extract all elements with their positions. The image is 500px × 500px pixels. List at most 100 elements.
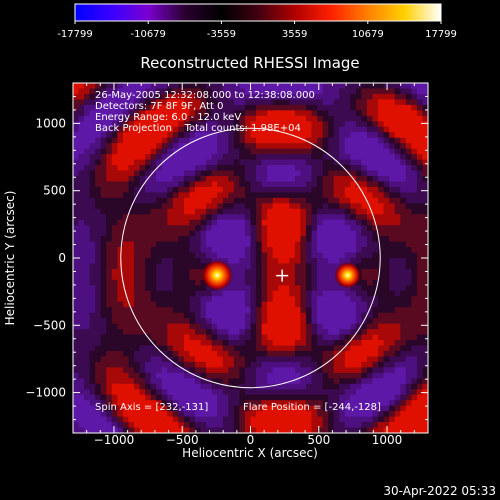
heatmap-cell	[289, 416, 296, 423]
heatmap-cell	[172, 405, 179, 412]
heatmap-cell	[195, 274, 202, 281]
heatmap-cell	[239, 181, 246, 188]
heatmap-cell	[139, 143, 146, 150]
heatmap-cell	[78, 143, 85, 150]
heatmap-cell	[305, 334, 313, 341]
heatmap-cell	[106, 241, 113, 248]
heatmap-cell	[195, 252, 202, 259]
heatmap-cell	[283, 367, 290, 374]
heatmap-cell	[78, 208, 85, 215]
heatmap-cell	[328, 345, 335, 352]
heatmap-cell	[366, 104, 374, 111]
heatmap-cell	[78, 93, 85, 101]
heatmap-cell	[122, 312, 130, 319]
x-tick-label: 0	[247, 433, 255, 447]
heatmap-cell	[305, 175, 313, 183]
heatmap-cell	[206, 318, 213, 325]
heatmap-cell	[283, 340, 290, 347]
heatmap-cell	[117, 225, 124, 232]
heatmap-cell	[95, 389, 102, 396]
heatmap-cell	[278, 137, 285, 144]
heatmap-cell	[228, 236, 235, 243]
heatmap-cell	[383, 192, 390, 199]
heatmap-cell	[106, 296, 113, 303]
heatmap-cell	[250, 307, 257, 314]
y-axis-label: Heliocentric Y (arcsec)	[3, 191, 17, 326]
heatmap-cell	[405, 192, 412, 199]
heatmap-cell	[128, 405, 135, 412]
heatmap-cell	[89, 121, 96, 128]
heatmap-cell	[305, 165, 313, 172]
heatmap-cell	[195, 115, 202, 122]
heatmap-cell	[422, 197, 428, 204]
heatmap-cell	[89, 318, 96, 325]
heatmap-cell	[73, 268, 80, 276]
heatmap-cell	[178, 323, 185, 330]
heatmap-cell	[106, 361, 113, 368]
heatmap-cell	[172, 175, 179, 183]
heatmap-cell	[189, 312, 196, 319]
heatmap-cell	[167, 197, 174, 204]
heatmap-cell	[405, 110, 412, 117]
heatmap-cell	[300, 378, 307, 385]
heatmap-cell	[366, 252, 374, 259]
heatmap-cell	[305, 219, 313, 226]
heatmap-cell	[222, 356, 229, 363]
heatmap-cell	[339, 208, 346, 215]
heatmap-cell	[366, 110, 374, 117]
heatmap-cell	[95, 361, 102, 368]
heatmap-cell	[178, 225, 185, 232]
heatmap-cell	[394, 340, 401, 347]
heatmap-cell	[294, 214, 302, 221]
heatmap-cell	[311, 329, 318, 336]
heatmap-cell	[183, 230, 191, 237]
heatmap-cell	[134, 159, 141, 166]
heatmap-cell	[267, 274, 274, 281]
heatmap-cell	[344, 356, 351, 363]
heatmap-cell	[294, 165, 302, 172]
heatmap-cell	[228, 312, 235, 319]
heatmap-cell	[100, 154, 107, 161]
heatmap-cell	[278, 383, 285, 390]
heatmap-cell	[300, 329, 307, 336]
heatmap-cell	[333, 411, 340, 418]
heatmap-cell	[344, 422, 351, 429]
heatmap-cell	[317, 252, 324, 259]
heatmap-cell	[256, 394, 263, 401]
heatmap-cell	[300, 263, 307, 270]
heatmap-cell	[416, 126, 424, 133]
heatmap-cell	[283, 301, 290, 308]
heatmap-cell	[400, 219, 407, 226]
heatmap-cell	[333, 329, 340, 336]
heatmap-cell	[372, 340, 379, 347]
heatmap-cell	[239, 356, 246, 363]
heatmap-cell	[211, 230, 218, 237]
heatmap-cell	[206, 411, 213, 418]
heatmap-cell	[128, 372, 135, 379]
heatmap-cell	[156, 203, 163, 210]
heatmap-cell	[289, 143, 296, 150]
heatmap-cell	[300, 389, 307, 396]
heatmap-cell	[267, 263, 274, 270]
heatmap-cell	[311, 416, 318, 423]
heatmap-cell	[134, 394, 141, 401]
heatmap-cell	[278, 307, 285, 314]
heatmap-cell	[106, 312, 113, 319]
heatmap-cell	[139, 389, 146, 396]
heatmap-cell	[206, 383, 213, 390]
heatmap-cell	[339, 394, 346, 401]
heatmap-cell	[411, 323, 418, 330]
heatmap-cell	[411, 165, 418, 172]
heatmap-cell	[422, 93, 428, 101]
heatmap-cell	[283, 356, 290, 363]
heatmap-cell	[89, 197, 96, 204]
heatmap-cell	[172, 99, 179, 106]
heatmap-cell	[322, 274, 329, 281]
heatmap-cell	[222, 334, 229, 341]
heatmap-cell	[250, 329, 257, 336]
heatmap-cell	[195, 197, 202, 204]
heatmap-cell	[278, 186, 285, 193]
heatmap-cell	[128, 99, 135, 106]
heatmap-cell	[84, 186, 91, 193]
heatmap-cell	[300, 318, 307, 325]
